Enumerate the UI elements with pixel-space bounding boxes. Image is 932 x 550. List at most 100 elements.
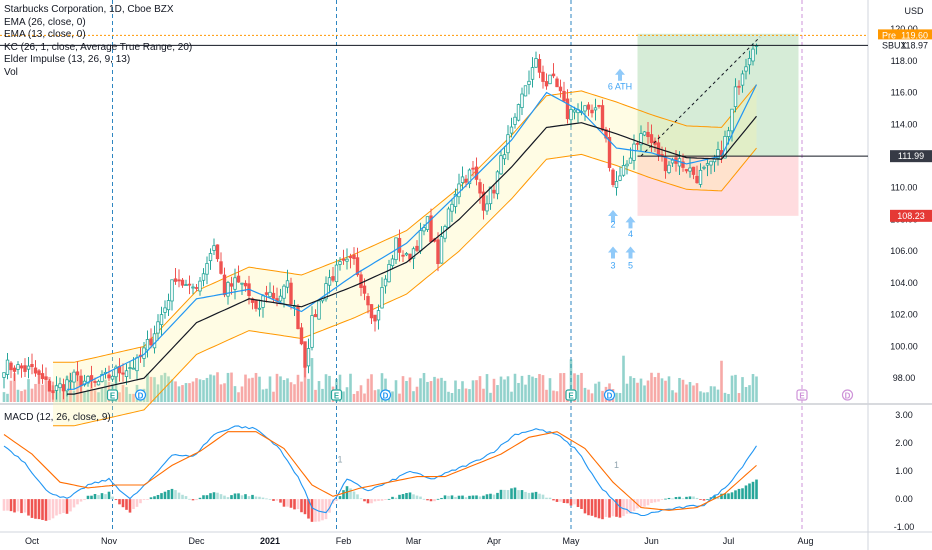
candle-body [51,390,55,394]
candle [152,325,157,354]
candle-body [453,193,458,207]
macd-histogram-bar [618,499,622,518]
chart-legend: Starbucks Corporation, 1D, Cboe BZX EMA … [4,4,192,80]
volume-bar [16,389,20,402]
volume-bar [548,378,552,402]
volume-bars [2,355,758,402]
volume-bar [450,393,454,402]
candle-body [467,169,472,185]
marker-label: E [799,392,805,401]
volume-bar [741,377,744,402]
last-price-tag-value: 118.97 [901,40,928,50]
macd-histogram-bar [653,499,657,503]
macd-histogram-bar [415,495,419,500]
marker-label: E [568,392,574,401]
macd-histogram-bar [100,493,104,500]
macd-histogram-bar [443,495,447,500]
volume-bar [664,380,667,402]
volume-bar [93,390,97,402]
candle-body [327,277,332,286]
macd-histogram-bar [181,494,184,500]
volume-bar [132,393,135,402]
candle [299,322,304,346]
macd-histogram-bar [594,499,597,518]
candle-body [352,254,356,260]
candle [733,78,738,113]
candle-body [152,333,157,349]
candle-body [226,282,230,297]
volume-bar [440,377,443,402]
candle-body [341,258,346,261]
volume-bar [244,374,247,402]
candle [9,361,13,379]
time-tick-label: Feb [336,536,352,546]
macd-histogram-bar [62,499,65,513]
macd-histogram-bar [9,499,13,512]
macd-histogram-bar [174,490,177,500]
candle [614,171,619,196]
candle [390,254,395,270]
candle-body [586,104,591,110]
candle-body [607,136,612,168]
legend-ema26[interactable]: EMA (26, close, 0) [4,16,86,28]
legend-elder-impulse[interactable]: Elder Impulse (13, 26, 9, 13) [4,54,131,66]
macd-histogram-bar [90,495,93,500]
candle [530,57,535,88]
candle [348,253,353,269]
macd-histogram-bar [580,499,583,509]
legend-kc[interactable]: KC (26, 1, close, Average True Range, 20… [4,41,193,53]
macd-histogram-bar [471,495,475,500]
macd-histogram-bar [625,499,629,514]
candle [72,369,76,389]
candle [551,63,556,79]
candle [548,74,552,85]
candle-body [12,367,17,372]
macd-histogram-bar [751,481,755,500]
macd-histogram-bar [188,498,191,500]
macd-legend[interactable]: MACD (12, 26, close, 9) [4,412,111,423]
candle-body [135,357,139,372]
candle [604,126,608,143]
volume-bar [359,385,363,402]
macd-histogram-bar [261,497,265,500]
macd-histogram-bar [198,497,202,500]
candle [499,149,503,175]
legend-title[interactable]: Starbucks Corporation, 1D, Cboe BZX [4,4,174,15]
candle [376,304,381,330]
candle [327,269,332,294]
marker-circle [379,389,392,401]
candle-body [562,90,566,102]
candle-body [187,283,192,286]
macd-histogram-bar [258,496,261,500]
candle-body [156,321,160,334]
macd-histogram-bar [65,499,69,514]
legend-vol[interactable]: Vol [4,66,18,78]
macd-histogram-bar [51,499,55,519]
candle-body [387,264,391,283]
volume-bar [615,392,618,402]
legend-ema13[interactable]: EMA (13, close, 0) [4,29,86,41]
volume-bar [751,374,755,402]
volume-bar [160,375,163,402]
macd-histogram-bar [16,499,20,512]
candle-body [16,364,20,370]
marker-circle [841,389,854,401]
time-tick-label: Nov [101,536,118,546]
macd-histogram-bar [646,499,650,506]
candle [40,364,45,384]
candle-body [670,159,675,164]
candle-body [611,169,615,186]
macd-histogram-bar [272,499,275,501]
macd-histogram-bar [748,483,751,500]
candle [555,76,559,88]
macd-histogram-bar [520,490,524,500]
volume-bar [443,380,447,402]
macd-histogram-bar [622,499,625,517]
macd-histogram-bar [191,499,195,501]
stop-price-tag-value: 108.23 [897,211,925,221]
candle [212,238,216,255]
macd-histogram-bar [132,499,135,510]
candle [317,299,321,320]
